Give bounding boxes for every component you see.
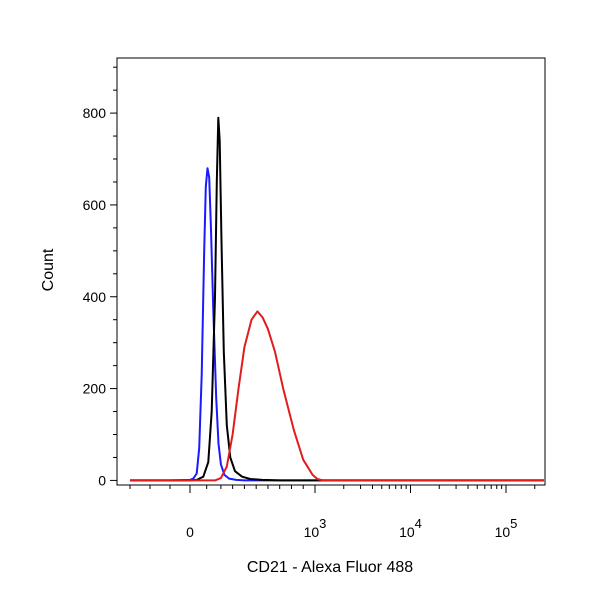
x-axis-label: CD21 - Alexa Fluor 488 <box>247 559 413 576</box>
x-tick-label: 105 <box>495 516 518 540</box>
y-axis: 0 200 400 600 800 <box>83 66 117 488</box>
x-tick-label: 104 <box>399 516 422 540</box>
series-line-3 <box>130 310 544 482</box>
y-tick-label: 400 <box>83 289 107 305</box>
series-line-2 <box>130 116 544 482</box>
x-axis: 0 103 104 105 <box>129 485 536 540</box>
series-layer <box>130 116 544 482</box>
plot-frame <box>116 57 546 486</box>
x-tick-label: 0 <box>186 524 194 540</box>
y-axis-label: Count <box>40 248 57 291</box>
y-tick-label: 0 <box>98 472 106 488</box>
y-tick-label: 600 <box>83 197 107 213</box>
series-line-1 <box>130 167 544 482</box>
y-tick-label: 800 <box>83 105 107 121</box>
y-tick-label: 200 <box>83 381 107 397</box>
x-tick-label: 103 <box>304 516 327 540</box>
